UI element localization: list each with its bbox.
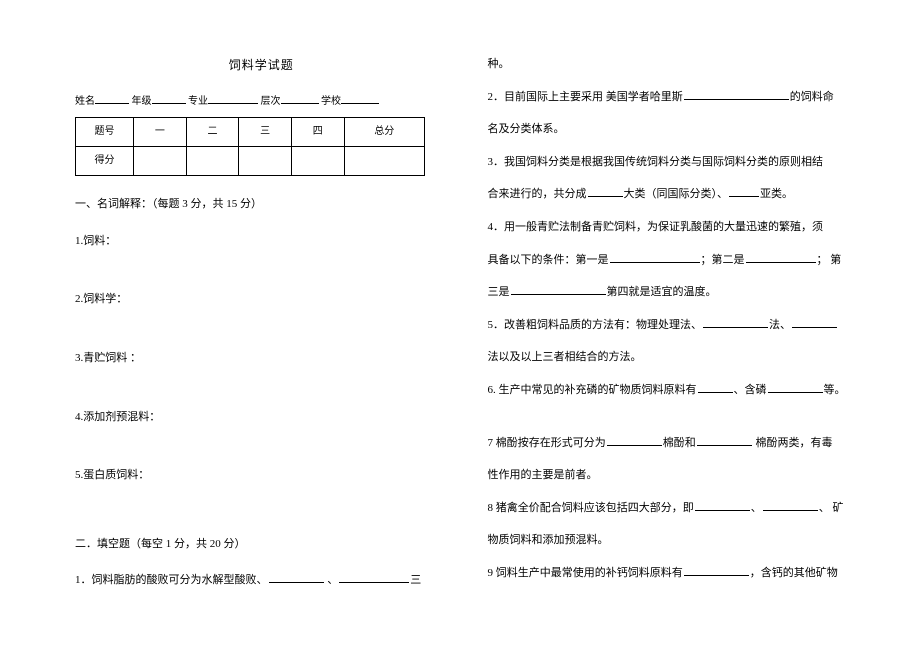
q6-c: 等。: [824, 384, 846, 396]
exam-title: 饲料学试题: [75, 50, 448, 81]
q8-c: 、 矿: [819, 502, 844, 514]
q4-line1: 4．用一般青贮法制备青贮饲料，为保证乳酸菌的大量迅速的繁殖，须: [488, 213, 861, 242]
q3-d: 亚类。: [760, 188, 793, 200]
header-cell: 总分: [344, 118, 424, 147]
q1-text-a: 1．饲料脂肪的酸败可分为水解型酸败、: [75, 574, 268, 586]
term-3: 3.青贮饲料 ：: [75, 344, 448, 373]
q8-b: 、: [751, 502, 762, 514]
header-cell: 二: [186, 118, 239, 147]
q7-line1: 7 棉酚按存在形式可分为 棉酚和 棉酚两类，有毒: [488, 429, 861, 458]
name-label: 姓名: [75, 96, 95, 107]
q4-f: 第四就是适宜的温度。: [607, 286, 717, 298]
q2-b: 的饲料命: [790, 91, 834, 103]
q3-b: 合来进行的，共分成: [488, 188, 587, 200]
q9-line: 9 饲料生产中最常使用的补钙饲料原料有 ，含钙的其他矿物: [488, 559, 861, 588]
q5-a: 5．改善粗饲料品质的方法有：物理处理法、: [488, 319, 703, 331]
q1-text-b: 、: [325, 574, 339, 586]
header-cell: 一: [134, 118, 187, 147]
term-1: 1.饲料：: [75, 227, 448, 256]
q5-line2: 法以及以上三者相结合的方法。: [488, 343, 861, 372]
header-cell: 题号: [76, 118, 134, 147]
q7-b: 棉酚和: [663, 437, 696, 449]
q4-line3: 三是 第四就是适宜的温度。: [488, 278, 861, 307]
score-cell: [239, 147, 292, 176]
score-cell: [134, 147, 187, 176]
q9-b: ，含钙的其他矿物: [750, 567, 838, 579]
q4-line2: 具备以下的条件：第一是 ；第二是 ； 第: [488, 246, 861, 275]
score-cell: [291, 147, 344, 176]
q1-line: 1．饲料脂肪的酸败可分为水解型酸败、 、 三: [75, 566, 448, 595]
q6-b: 、含磷: [734, 384, 767, 396]
q4-c: ；第二是: [701, 254, 745, 266]
q3-line2: 合来进行的，共分成 大类（同国际分类）、 亚类。: [488, 180, 861, 209]
level-label: 层次: [261, 96, 281, 107]
q1-text-c: 三: [410, 574, 421, 586]
q6-line: 6. 生产中常见的补充磷的矿物质饲料原料有 、含磷 等。: [488, 376, 861, 405]
q3-line1: 3．我国饲料分类是根据我国传统饲料分类与国际饲料分类的原则相结: [488, 148, 861, 177]
q3-c: 大类（同国际分类）、: [624, 188, 729, 200]
q2-line1: 2．目前国际上主要采用 美国学者哈里斯 的饲料命: [488, 83, 861, 112]
major-label: 专业: [188, 96, 208, 107]
score-cell: [344, 147, 424, 176]
grade-label: 年级: [132, 96, 152, 107]
q1-end: 种。: [488, 50, 861, 79]
q7-c: 棉酚两类，有毒: [753, 437, 833, 449]
q5-b: 法、: [769, 319, 791, 331]
q7-a: 7 棉酚按存在形式可分为: [488, 437, 606, 449]
table-row: 得分: [76, 147, 425, 176]
left-column: 饲料学试题 姓名 年级 专业 层次 学校 题号 一 二 三 四 总分 得分: [75, 50, 448, 595]
header-cell: 四: [291, 118, 344, 147]
term-2: 2.饲料学：: [75, 285, 448, 314]
q8-line1: 8 猪禽全价配合饲料应该包括四大部分，即 、 、 矿: [488, 494, 861, 523]
q4-b: 具备以下的条件：第一是: [488, 254, 609, 266]
q5-line1: 5．改善粗饲料品质的方法有：物理处理法、 法、: [488, 311, 861, 340]
section-1-heading: 一、名词解释：（每题 3 分，共 15 分）: [75, 190, 448, 219]
table-row: 题号 一 二 三 四 总分: [76, 118, 425, 147]
q4-e: 三是: [488, 286, 510, 298]
term-4: 4.添加剂预混料：: [75, 403, 448, 432]
q9-a: 9 饲料生产中最常使用的补钙饲料原料有: [488, 567, 683, 579]
q2-line2: 名及分类体系。: [488, 115, 861, 144]
score-table: 题号 一 二 三 四 总分 得分: [75, 117, 425, 176]
term-5: 5.蛋白质饲料：: [75, 461, 448, 490]
score-cell: [186, 147, 239, 176]
header-cell: 三: [239, 118, 292, 147]
q4-d: ； 第: [817, 254, 842, 266]
q8-a: 8 猪禽全价配合饲料应该包括四大部分，即: [488, 502, 694, 514]
section-2-heading: 二．填空题（每空 1 分，共 20 分）: [75, 530, 448, 559]
student-info-line: 姓名 年级 专业 层次 学校: [75, 89, 448, 115]
q2-a: 2．目前国际上主要采用 美国学者哈里斯: [488, 91, 683, 103]
q7-line2: 性作用的主要是前者。: [488, 461, 861, 490]
q8-line2: 物质饲料和添加预混料。: [488, 526, 861, 555]
school-label: 学校: [321, 96, 341, 107]
score-cell: 得分: [76, 147, 134, 176]
q6-a: 6. 生产中常见的补充磷的矿物质饲料原料有: [488, 384, 697, 396]
right-column: 种。 2．目前国际上主要采用 美国学者哈里斯 的饲料命 名及分类体系。 3．我国饲…: [488, 50, 861, 595]
